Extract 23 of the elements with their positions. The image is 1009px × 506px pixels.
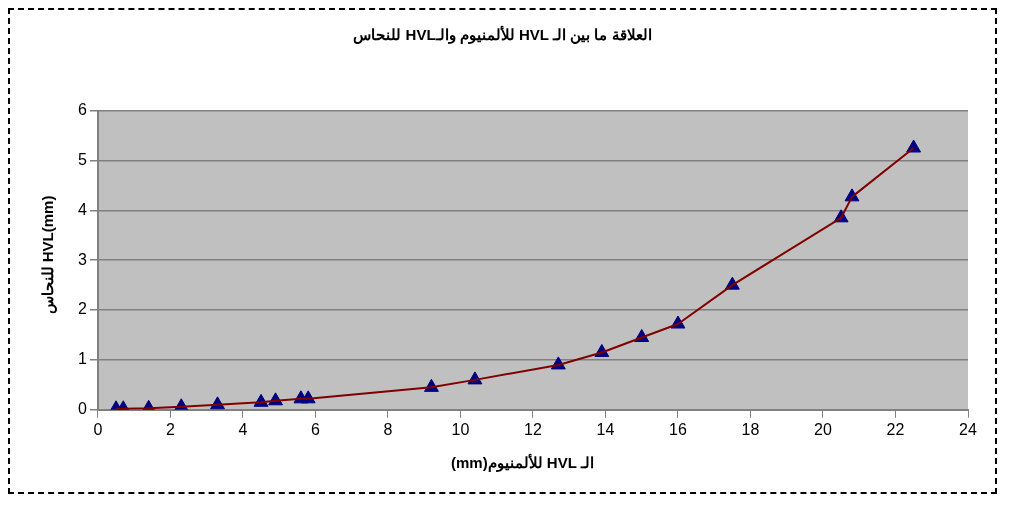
x-tick-label: 8 [383, 420, 393, 438]
y-tick-label: 3 [77, 250, 87, 268]
y-tick-label: 6 [77, 101, 87, 119]
x-tick-label: 10 [451, 420, 470, 438]
x-tick-label: 12 [524, 420, 542, 438]
y-tick-label: 0 [77, 400, 87, 418]
x-tick-label: 20 [814, 420, 832, 438]
chart-title: العلاقة ما بين الـ HVL للألمنيوم والـHVL للنحاس [352, 26, 653, 44]
x-tick-label: 16 [669, 420, 687, 438]
y-tick-label: 2 [77, 300, 87, 318]
x-tick-label: 24 [959, 420, 977, 438]
x-tick-label: 22 [886, 420, 905, 438]
y-tick-label: 5 [77, 150, 87, 168]
x-tick-label: 14 [596, 420, 615, 438]
x-tick-label: 18 [741, 420, 760, 438]
y-tick-label: 4 [77, 200, 87, 218]
x-tick-label: 6 [310, 420, 320, 438]
x-tick-label: 4 [238, 420, 248, 438]
y-tick-label: 1 [77, 350, 87, 368]
y-axis-title: (mm)HVL للنحاس [39, 195, 57, 315]
x-tick-label: 0 [93, 420, 103, 438]
x-tick-label: 2 [165, 420, 175, 438]
x-axis-title: الـ HVL للألمنيوم(mm) [450, 454, 595, 472]
